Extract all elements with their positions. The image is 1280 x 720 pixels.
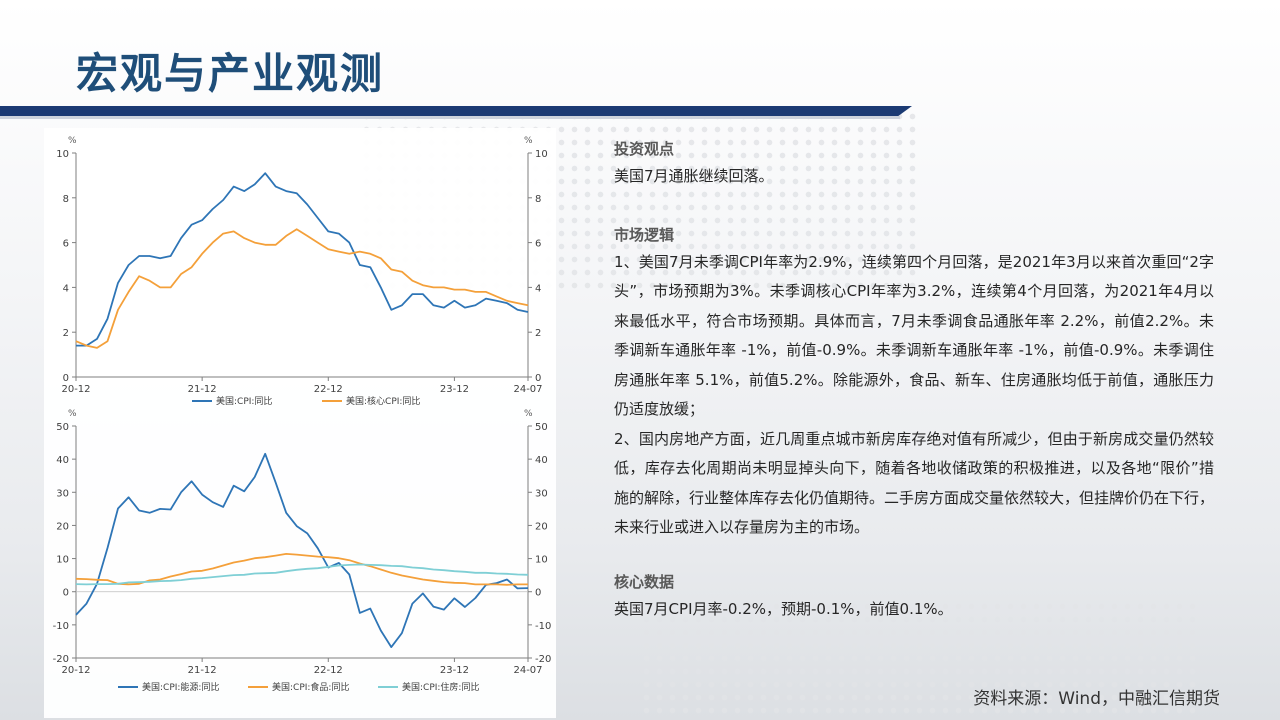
chart-bottom-ytick-label-left: 10 [56,555,69,566]
chart-bottom-ytick-label-right: 30 [535,488,548,499]
text-column: 投资观点 美国7月通胀继续回落。 市场逻辑 1、美国7月未季调CPI年率为2.9… [614,136,1214,624]
chart-bottom-ytick-label-right: 50 [535,422,548,433]
chart-bottom-ytick-label-right: 40 [535,455,548,466]
chart-top-ytick-label-right: 4 [535,283,541,294]
chart-top-legend-label-2: 美国:核心CPI:同比 [346,395,420,407]
chart-top-ytick-label-left: 10 [56,149,69,160]
chart-bottom-ytick-label-left: 40 [56,455,69,466]
chart-bottom-xtick-label: 21-12 [188,665,217,676]
chart-bottom-series-line-2 [75,552,528,586]
chart-top-legend-label-1: 美国:CPI:同比 [216,395,272,407]
chart-top-ytick-label-left: 2 [63,328,69,339]
chart-top-ytick-label-right: 0 [535,373,541,384]
chart-bottom-xtick-label: 22-12 [314,665,343,676]
chart-bottom-ytick-label-left: 50 [56,422,69,433]
chart-top-unit-right: % [524,136,533,146]
chart-top-legend: 美国:CPI:同比 美国:核心CPI:同比 [192,395,420,407]
chart-top-ytick-label-right: 8 [535,194,541,205]
chart-bottom-legend-label-1: 美国:CPI:能源:同比 [142,681,219,693]
chart-bottom: %% -20 -20 -10 -10 0 0 10 10 20 20 30 30 40 40 50 50 20-1… [44,404,556,704]
chart-top-xtick-label: 23-12 [440,384,469,395]
section-heading-investment-view: 投资观点 [614,140,675,158]
chart-bottom-series-line-3 [75,563,529,586]
chart-bottom-ytick-label-left: -10 [53,621,69,632]
chart-bottom-series-line-1 [75,452,529,649]
title-divider-shadow [0,116,900,119]
chart-top-ytick-label-left: 8 [63,194,69,205]
section-heading-core-data: 核心数据 [614,572,675,591]
market-logic-paragraph-1: 1、美国7月未季调CPI年率为2.9%，连续第四个月回落，是2021年3月以来首… [614,252,1214,419]
chart-top-ytick-label-left: 4 [63,283,69,294]
chart-bottom-ytick-label-left: 30 [56,488,69,499]
chart-top-ytick-label-right: 2 [535,328,541,339]
chart-top-series-line-1 [76,172,529,347]
chart-top-unit-left: % [68,136,77,146]
chart-bottom-ytick-label-right: 20 [535,521,548,532]
investment-view-text: 美国7月通胀继续回落。 [614,167,774,185]
energy-food-housing-cpi-line-chart: % % -20 -20 -10 -10 0 0 10 10 20 20 30 30 40 40 50 50 20-1… [53,409,552,693]
chart-bottom-unit-right: % [524,409,533,419]
chart-top-ytick-label-right: 6 [535,239,541,250]
chart-bottom-xtick-label: 23-12 [440,665,469,676]
chart-bottom-ytick-label-right: 10 [535,555,548,566]
chart-top-xtick-label: 21-12 [188,384,217,395]
chart-bottom-ytick-label-right: -20 [535,654,551,665]
chart-top-ytick-label-right: 10 [535,149,548,160]
chart-bottom-ytick-label-left: -20 [53,654,69,665]
chart-bottom-legend-label-3: 美国:CPI:住房:同比 [402,681,479,693]
chart-top-xtick-label: 20-12 [61,384,90,395]
chart-bottom-unit-left: % [68,409,77,419]
chart-bottom-ytick-label-left: 0 [63,588,69,599]
chart-bottom-legend-label-2: 美国:CPI:食品:同比 [272,681,349,693]
chart-bottom-legend: 美国:CPI:能源:同比 美国:CPI:食品:同比 美国:CPI:住房:同比 [118,681,479,693]
background-dot-pattern [640,600,1200,720]
section-heading-market-logic: 市场逻辑 [614,225,675,244]
core-data-text: 英国7月CPI月率-0.2%，预期-0.1%，前值0.1%。 [614,599,953,618]
chart-top-ytick-label-left: 0 [63,373,69,384]
chart-top-series-line-2 [75,228,529,349]
chart-top-xtick-label: 24-07 [513,384,542,395]
chart-bottom-xtick-label: 24-07 [513,665,542,676]
source-note: 资料来源：Wind，中融汇信期货 [973,689,1220,709]
chart-bottom-ytick-label-right: 0 [535,588,541,599]
chart-bottom-ytick-label-right: -10 [535,621,551,632]
chart-top-xtick-label: 22-12 [314,384,343,395]
chart-bottom-xtick-label: 20-12 [61,665,90,676]
chart-top-ytick-label-left: 6 [63,239,69,250]
page-title: 宏观与产业观测 [76,49,385,98]
cpi-core-cpi-line-chart: % % 0 0 2 2 4 4 6 6 8 8 10 10 20-12 21-12 22-12 23-12 24-0… [56,136,548,407]
chart-top: %% 0 0 2 2 4 4 6 6 8 8 10 10 20-12 21-12 22-12 23-12 24-0… [44,128,556,408]
title-divider-band [0,106,912,116]
market-logic-paragraph-2: 2、国内房地产方面，近几周重点城市新房库存绝对值有所减少，但由于新房成交量仍然较… [614,429,1215,537]
chart-bottom-ytick-label-left: 20 [56,521,69,532]
charts-panel [44,128,556,718]
